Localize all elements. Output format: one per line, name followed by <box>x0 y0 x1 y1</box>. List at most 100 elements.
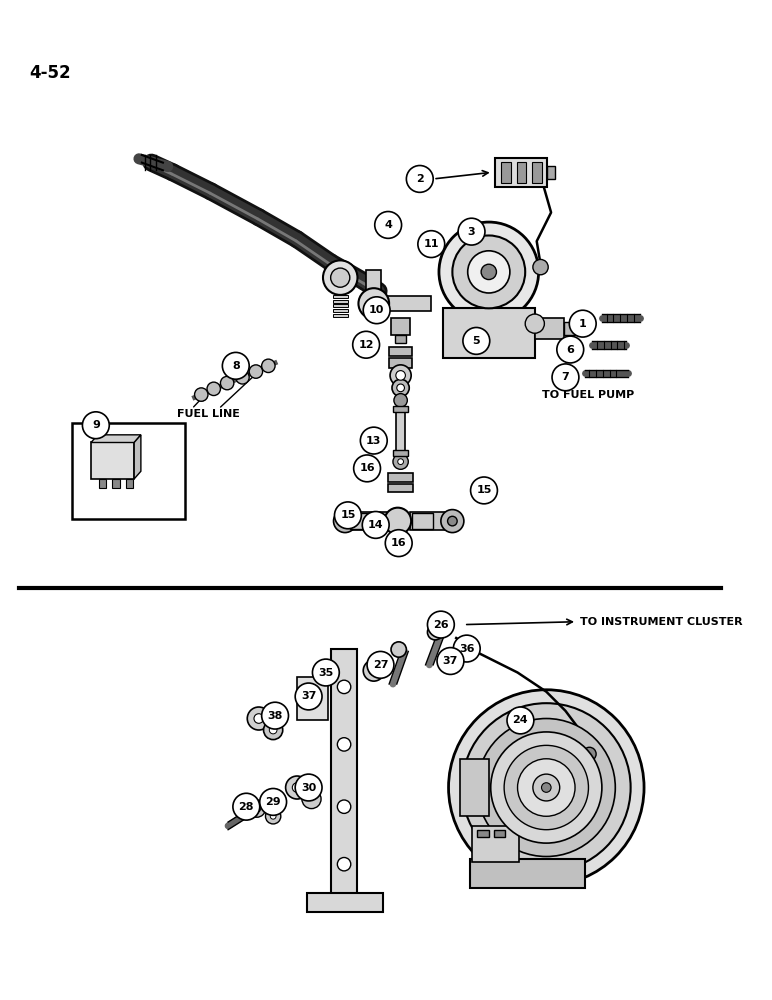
Circle shape <box>330 268 350 287</box>
Text: 13: 13 <box>366 436 381 446</box>
Text: 3: 3 <box>468 227 476 237</box>
Text: 4-52: 4-52 <box>29 64 70 82</box>
Bar <box>99 479 107 488</box>
Text: 16: 16 <box>359 463 375 473</box>
Circle shape <box>462 703 631 872</box>
Circle shape <box>393 454 408 469</box>
Circle shape <box>337 738 350 751</box>
Circle shape <box>334 502 361 529</box>
Circle shape <box>262 702 289 729</box>
Bar <box>391 318 410 335</box>
Circle shape <box>337 857 350 871</box>
Text: 36: 36 <box>459 644 475 654</box>
Bar <box>393 450 408 456</box>
Circle shape <box>428 611 454 638</box>
Text: 30: 30 <box>301 783 317 793</box>
Circle shape <box>428 625 443 640</box>
Text: 27: 27 <box>373 660 388 670</box>
Text: 12: 12 <box>358 340 374 350</box>
Bar <box>396 409 405 452</box>
Circle shape <box>270 813 276 819</box>
Text: 15: 15 <box>340 510 356 520</box>
Bar <box>412 513 433 529</box>
Circle shape <box>353 331 380 358</box>
Bar <box>333 314 348 317</box>
Circle shape <box>337 680 350 694</box>
Bar <box>333 300 348 303</box>
Circle shape <box>481 264 496 280</box>
Circle shape <box>293 783 302 792</box>
Bar <box>333 304 348 307</box>
Text: TO INSTRUMENT CLUSTER: TO INSTRUMENT CLUSTER <box>580 617 743 627</box>
Circle shape <box>233 793 259 820</box>
Circle shape <box>406 166 433 192</box>
Circle shape <box>517 759 575 816</box>
Text: 37: 37 <box>443 656 458 666</box>
Circle shape <box>468 251 510 293</box>
Bar <box>366 270 381 297</box>
Text: TO FUEL PUMP: TO FUEL PUMP <box>543 390 635 400</box>
Circle shape <box>452 235 525 308</box>
Bar <box>388 484 413 492</box>
Text: FUEL LINE: FUEL LINE <box>178 409 240 419</box>
Circle shape <box>463 327 489 354</box>
Circle shape <box>533 259 548 275</box>
Circle shape <box>295 683 322 710</box>
Circle shape <box>323 260 357 295</box>
Bar <box>460 759 489 816</box>
Circle shape <box>340 516 350 526</box>
Bar <box>469 859 584 888</box>
Circle shape <box>207 382 221 396</box>
Bar <box>350 513 371 529</box>
Circle shape <box>337 800 350 813</box>
Bar <box>532 162 541 183</box>
Circle shape <box>266 809 281 824</box>
Circle shape <box>369 666 378 675</box>
Bar <box>91 442 134 479</box>
Circle shape <box>583 747 596 761</box>
Circle shape <box>477 719 615 857</box>
Circle shape <box>364 297 390 324</box>
Circle shape <box>249 800 266 817</box>
Circle shape <box>306 685 319 698</box>
Bar <box>501 162 511 183</box>
Bar <box>394 335 406 343</box>
Text: 2: 2 <box>416 174 424 184</box>
Text: 5: 5 <box>472 336 480 346</box>
Circle shape <box>396 371 405 380</box>
Circle shape <box>437 648 464 674</box>
Circle shape <box>295 774 322 801</box>
Text: 26: 26 <box>433 620 449 630</box>
Circle shape <box>491 732 602 843</box>
Circle shape <box>262 359 275 373</box>
Text: 37: 37 <box>301 691 317 701</box>
Circle shape <box>441 510 464 533</box>
Circle shape <box>552 364 579 391</box>
Circle shape <box>385 530 412 557</box>
Text: 28: 28 <box>239 802 254 812</box>
Polygon shape <box>91 435 141 442</box>
Circle shape <box>392 379 409 396</box>
Bar <box>330 649 357 907</box>
Bar <box>564 322 583 335</box>
Circle shape <box>397 384 405 392</box>
Circle shape <box>259 788 286 815</box>
Bar <box>389 347 412 356</box>
Circle shape <box>557 336 584 363</box>
Text: 35: 35 <box>318 668 334 678</box>
Bar <box>297 677 328 720</box>
Circle shape <box>334 510 357 533</box>
Circle shape <box>364 660 384 681</box>
Circle shape <box>247 707 270 730</box>
Bar <box>472 826 520 862</box>
Text: 11: 11 <box>424 239 439 249</box>
Circle shape <box>439 222 539 322</box>
Text: 7: 7 <box>561 372 569 382</box>
Circle shape <box>541 783 551 792</box>
Bar <box>126 479 134 488</box>
Bar <box>477 830 489 837</box>
Text: 16: 16 <box>391 538 407 548</box>
Circle shape <box>263 720 283 740</box>
Circle shape <box>384 508 411 535</box>
Circle shape <box>269 726 277 734</box>
